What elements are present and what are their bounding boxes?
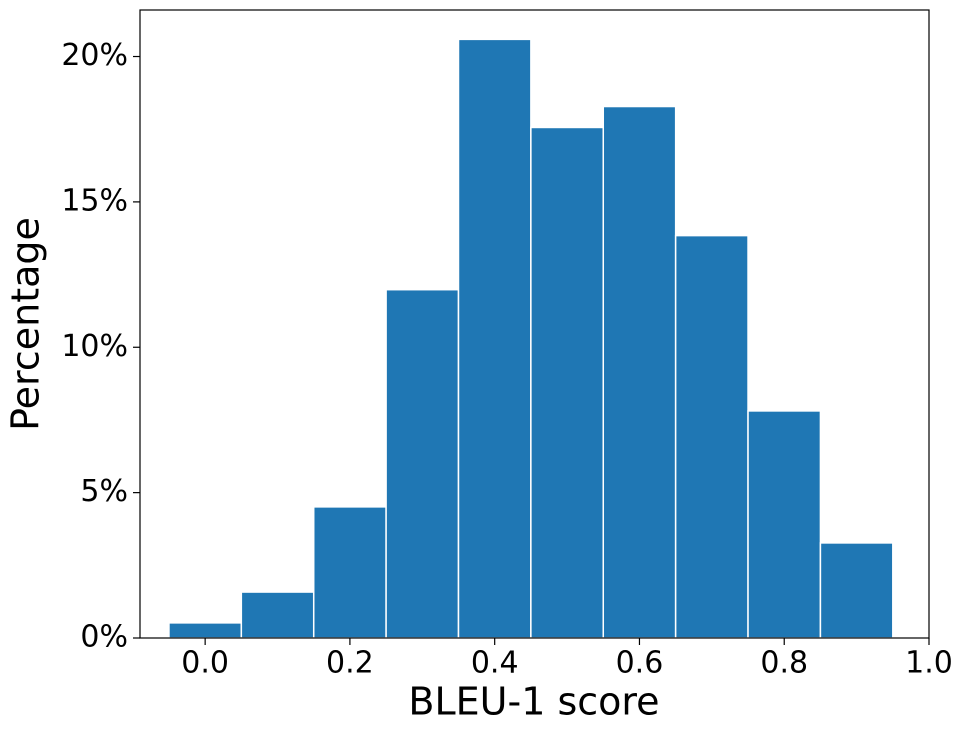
y-tick-label: 0% — [80, 620, 128, 655]
bar — [819, 542, 894, 639]
x-tick-label: 0.4 — [471, 646, 519, 681]
bar — [312, 506, 387, 639]
bar — [530, 126, 605, 639]
y-tick-label: 20% — [61, 38, 128, 73]
y-axis-label: Percentage — [4, 217, 48, 431]
bar — [747, 410, 822, 639]
y-tick-label: 15% — [61, 183, 128, 218]
x-axis-label: BLEU-1 score — [408, 680, 659, 724]
x-tick-label: 0.8 — [760, 646, 808, 681]
bar — [602, 105, 677, 639]
bar — [385, 288, 460, 639]
bar — [674, 234, 749, 639]
x-tick-label: 0.0 — [181, 646, 229, 681]
plot-frame — [139, 9, 930, 639]
x-tick-label: 0.6 — [616, 646, 664, 681]
y-tick-label: 10% — [61, 329, 128, 364]
bar — [457, 38, 532, 639]
bar — [168, 622, 243, 639]
bar — [240, 591, 315, 639]
x-tick-label: 1.0 — [905, 646, 953, 681]
x-tick-label: 0.2 — [326, 646, 374, 681]
y-tick-label: 5% — [80, 474, 128, 509]
